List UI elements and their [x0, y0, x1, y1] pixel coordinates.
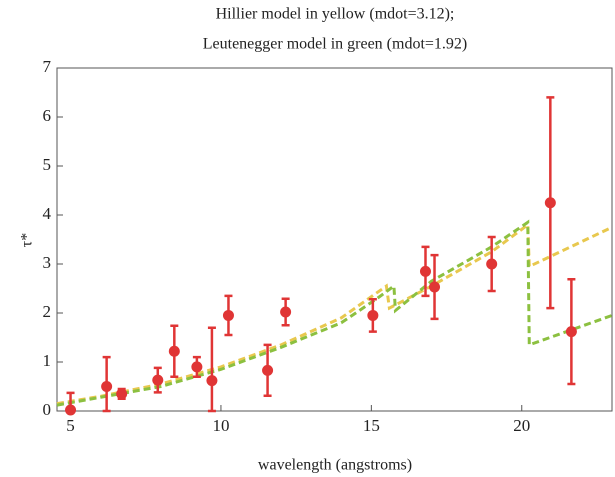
data-point [544, 197, 556, 209]
data-point [367, 309, 379, 321]
x-tick-label: 5 [66, 416, 75, 435]
y-axis-label: τ* [19, 233, 36, 247]
data-point [206, 375, 218, 387]
x-tick-label: 20 [513, 416, 530, 435]
x-tick-label: 15 [363, 416, 380, 435]
model-line [56, 219, 613, 407]
data-point [101, 381, 113, 392]
data-point [565, 326, 577, 338]
y-tick-label: 1 [43, 351, 52, 370]
data-point [191, 361, 203, 373]
data-point [486, 258, 498, 270]
data-point [429, 281, 441, 293]
data-point [419, 265, 431, 277]
y-tick-label: 0 [43, 400, 52, 419]
x-axis-label: wavelength (angstroms) [258, 457, 412, 474]
data-point [262, 364, 274, 376]
data-point [222, 309, 234, 321]
data-point [168, 345, 180, 357]
chart-subtitle: Leutenegger model in green (mdot=1.92) [203, 36, 468, 53]
error-bar [207, 326, 216, 413]
y-tick-label: 2 [43, 302, 52, 321]
data-point [116, 388, 128, 400]
y-tick-label: 5 [43, 155, 52, 174]
plot-frame [56, 67, 613, 412]
y-tick-label: 7 [43, 57, 52, 76]
y-tick-label: 3 [43, 253, 52, 272]
data-point [152, 374, 164, 386]
y-tick-label: 6 [43, 106, 52, 125]
chart-title: Hillier model in yellow (mdot=3.12); [216, 6, 455, 23]
x-tick-label: 10 [212, 416, 229, 435]
data-point [280, 306, 292, 318]
data-point [65, 404, 77, 416]
y-tick-label: 4 [43, 204, 52, 223]
